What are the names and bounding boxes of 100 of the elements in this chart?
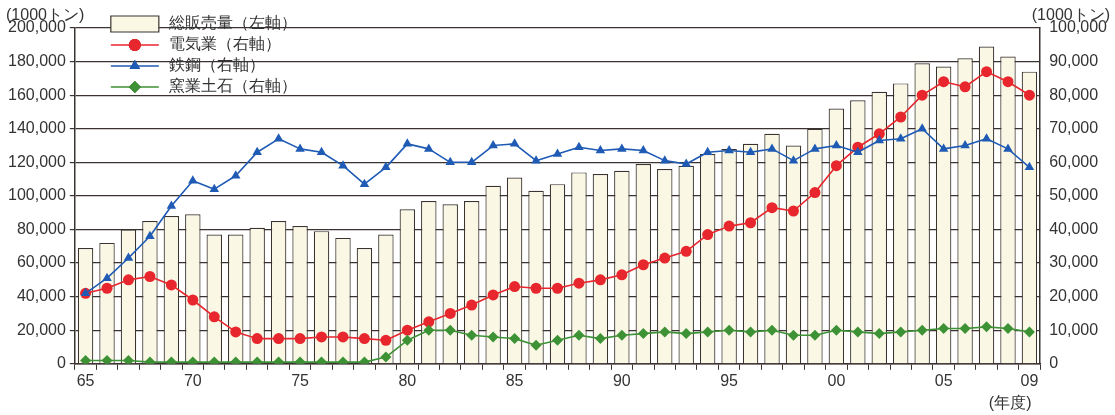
point xyxy=(724,145,734,154)
point xyxy=(123,252,134,261)
point xyxy=(423,324,435,336)
point xyxy=(659,252,671,264)
point xyxy=(981,321,993,333)
point xyxy=(509,281,521,293)
point xyxy=(895,326,907,338)
point xyxy=(916,324,928,336)
point xyxy=(166,200,177,209)
point xyxy=(616,269,628,281)
point xyxy=(552,334,563,346)
x-tick-label: 80 xyxy=(398,371,417,389)
point xyxy=(788,155,799,164)
point xyxy=(122,354,134,364)
y-tick-label: 80,000 xyxy=(16,219,66,237)
point xyxy=(938,76,950,88)
point xyxy=(358,333,370,345)
x-tick-label: 70 xyxy=(183,371,202,389)
y2-tick-label: 40,000 xyxy=(1049,219,1099,237)
point xyxy=(659,326,671,338)
point xyxy=(401,324,413,336)
point xyxy=(617,143,627,152)
point xyxy=(1002,323,1014,335)
point xyxy=(981,133,992,142)
point xyxy=(809,329,821,341)
y-tick-label: 160,000 xyxy=(7,85,66,103)
point xyxy=(830,160,842,172)
point xyxy=(101,354,113,364)
y2-tick-label: 60,000 xyxy=(1049,152,1099,170)
point xyxy=(552,282,563,294)
y-tick-label: 180,000 xyxy=(7,51,66,69)
point xyxy=(745,146,756,155)
point xyxy=(594,274,606,286)
point xyxy=(552,148,563,157)
x-tick-label: 75 xyxy=(291,371,310,389)
point xyxy=(810,143,820,152)
point xyxy=(466,299,478,311)
point xyxy=(466,156,477,166)
x-tick-label: 90 xyxy=(612,371,631,389)
point xyxy=(80,354,92,364)
point xyxy=(466,329,478,341)
y2-tick-label: 70,000 xyxy=(1049,119,1099,137)
point xyxy=(830,324,842,336)
point xyxy=(101,282,113,294)
point xyxy=(680,245,692,257)
point xyxy=(122,274,134,286)
point xyxy=(702,229,714,241)
point xyxy=(188,175,198,184)
point xyxy=(959,81,971,93)
point xyxy=(273,333,285,345)
point xyxy=(251,333,263,345)
point xyxy=(573,329,585,341)
y2-tick-label: 10,000 xyxy=(1049,320,1099,338)
point xyxy=(359,178,370,187)
point xyxy=(831,140,842,149)
point xyxy=(938,323,950,335)
y2-tick-label: 90,000 xyxy=(1049,51,1099,69)
point xyxy=(616,329,628,341)
point xyxy=(809,187,821,199)
point xyxy=(509,333,521,345)
y-tick-label: 0 xyxy=(56,354,66,372)
point xyxy=(295,143,305,152)
y-tick-label: 40,000 xyxy=(16,287,66,305)
point xyxy=(209,183,220,192)
point xyxy=(766,202,778,214)
point xyxy=(402,138,413,147)
point xyxy=(680,328,692,340)
y2-tick-label: 80,000 xyxy=(1049,85,1099,103)
y2-tick-label: 20,000 xyxy=(1049,287,1099,305)
point xyxy=(165,279,177,291)
point xyxy=(444,324,456,336)
point xyxy=(766,324,778,336)
x-tick-label: 09 xyxy=(1020,371,1039,389)
point xyxy=(895,133,906,142)
point xyxy=(102,272,112,281)
point xyxy=(723,220,735,232)
point xyxy=(488,140,498,149)
point xyxy=(981,66,993,78)
point xyxy=(230,326,242,338)
point xyxy=(787,205,799,217)
point xyxy=(745,217,757,229)
point xyxy=(509,138,520,147)
point xyxy=(702,146,713,155)
point xyxy=(252,146,262,155)
point xyxy=(573,277,585,289)
point xyxy=(873,328,885,340)
point xyxy=(1002,76,1014,88)
point xyxy=(187,294,199,306)
point xyxy=(530,339,542,351)
point xyxy=(702,326,714,338)
point xyxy=(273,133,284,142)
point xyxy=(959,323,971,335)
point xyxy=(316,146,327,155)
point xyxy=(230,170,241,179)
point xyxy=(208,311,220,323)
point xyxy=(787,329,799,341)
point xyxy=(487,331,499,343)
point xyxy=(424,143,434,152)
point xyxy=(767,143,777,152)
point xyxy=(444,307,456,319)
